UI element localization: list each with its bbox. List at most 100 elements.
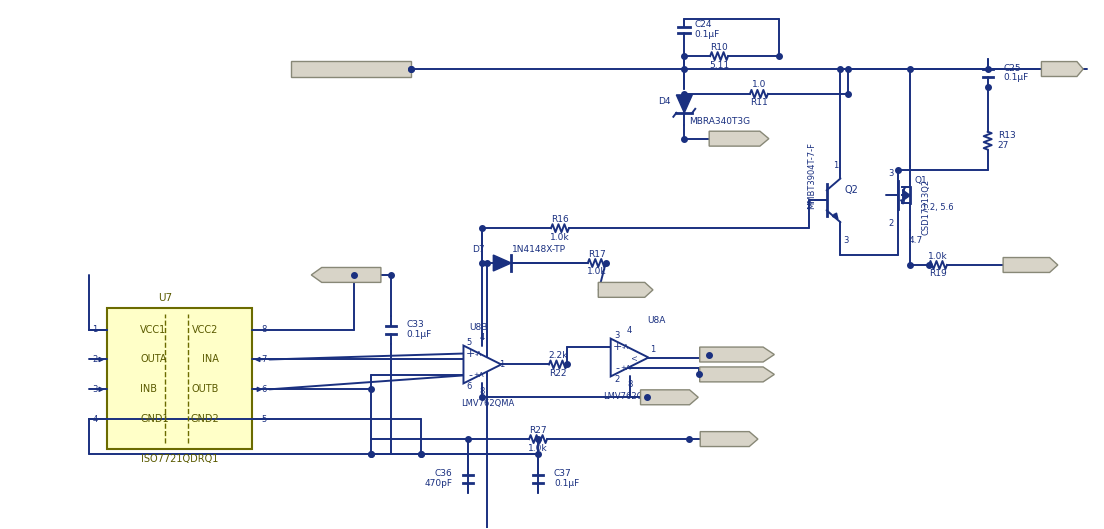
Text: 27: 27 [998, 141, 1009, 150]
Text: D4: D4 [658, 97, 670, 106]
Text: 0.1μF: 0.1μF [406, 330, 432, 339]
Polygon shape [700, 432, 758, 446]
Text: +: + [466, 349, 475, 359]
Text: Vcc5V: Vcc5V [337, 270, 367, 280]
Polygon shape [677, 95, 692, 113]
Text: 3: 3 [92, 385, 97, 394]
Polygon shape [311, 268, 381, 282]
Text: Q2: Q2 [845, 185, 858, 195]
Text: R27: R27 [529, 426, 546, 435]
Text: 1: 1 [650, 345, 656, 354]
Text: 1.0k: 1.0k [928, 252, 947, 261]
Text: +Λ: +Λ [474, 372, 484, 378]
Text: Detection: Detection [708, 350, 755, 360]
Text: 3: 3 [888, 169, 893, 178]
Text: R10: R10 [710, 43, 728, 52]
Text: -4Vb: -4Vb [611, 285, 633, 295]
Text: VCC1: VCC1 [140, 325, 167, 335]
Text: Reference: Reference [707, 369, 756, 379]
Text: R11: R11 [750, 98, 767, 107]
Text: 8: 8 [262, 325, 267, 334]
Text: 1.0: 1.0 [752, 80, 766, 89]
Text: R16: R16 [551, 215, 569, 224]
Text: Vcc5V: Vcc5V [650, 393, 680, 402]
Text: 3: 3 [843, 235, 849, 244]
Text: 8: 8 [627, 380, 633, 389]
Text: ISO7721QDRQ1: ISO7721QDRQ1 [141, 454, 219, 464]
Polygon shape [1004, 258, 1058, 272]
Text: C37: C37 [554, 469, 572, 478]
Text: 470pF: 470pF [425, 479, 453, 488]
Text: VCC2: VCC2 [192, 325, 219, 335]
Text: Reset: Reset [711, 434, 739, 444]
Text: C33: C33 [406, 320, 425, 329]
Text: 2: 2 [806, 201, 811, 210]
Text: R22: R22 [549, 369, 566, 378]
Polygon shape [598, 282, 652, 297]
Text: 2: 2 [92, 355, 97, 364]
Text: 3: 3 [614, 331, 619, 340]
Text: R13: R13 [998, 131, 1016, 140]
Text: -Λ: -Λ [475, 351, 482, 357]
Text: D7: D7 [471, 244, 485, 253]
Text: 1.0k: 1.0k [528, 443, 548, 452]
Text: 0.1μF: 0.1μF [694, 30, 720, 39]
Text: LMV762QMA: LMV762QMA [603, 392, 656, 401]
Text: GND2: GND2 [190, 414, 219, 424]
Text: U8B: U8B [469, 323, 487, 332]
Text: U7: U7 [158, 293, 172, 303]
Text: 4: 4 [627, 326, 633, 335]
Text: Q1: Q1 [914, 176, 927, 185]
Text: 5.11: 5.11 [709, 60, 729, 69]
Text: 6: 6 [262, 385, 267, 394]
Text: 2.2k: 2.2k [549, 351, 567, 360]
Text: C24: C24 [694, 20, 712, 29]
Text: CSD17313Q2: CSD17313Q2 [922, 179, 931, 235]
Text: Λ: Λ [633, 355, 638, 360]
Text: U8A: U8A [647, 316, 666, 325]
Text: 1: 1 [499, 360, 505, 369]
Text: G2: G2 [1052, 64, 1066, 74]
Text: MBRA340T3G: MBRA340T3G [689, 117, 751, 126]
Text: GND1: GND1 [140, 414, 169, 424]
Text: 1.2, 5.6: 1.2, 5.6 [922, 203, 954, 212]
Text: OUTA: OUTA [140, 354, 167, 364]
Text: 7: 7 [262, 355, 267, 364]
Text: 0.1μF: 0.1μF [554, 479, 580, 488]
Text: Vcc5V: Vcc5V [720, 134, 750, 144]
Polygon shape [640, 390, 698, 405]
Text: 4: 4 [92, 415, 97, 424]
Text: R17: R17 [588, 250, 606, 259]
Text: 0.1μF: 0.1μF [1004, 74, 1029, 83]
Polygon shape [903, 190, 910, 200]
Text: -: - [468, 370, 473, 380]
Text: INA: INA [202, 354, 219, 364]
Text: 1: 1 [92, 325, 97, 334]
Text: 1N4148X-TP: 1N4148X-TP [512, 244, 566, 253]
Text: 4: 4 [480, 333, 485, 342]
Text: 5: 5 [262, 415, 267, 424]
Text: 1: 1 [832, 161, 838, 170]
Polygon shape [464, 345, 501, 384]
Bar [291, 61, 411, 77]
Polygon shape [700, 347, 774, 362]
Text: LMV762QMA: LMV762QMA [460, 399, 514, 408]
Polygon shape [493, 255, 511, 271]
Text: 1.0k: 1.0k [587, 268, 606, 277]
Text: 1.0k: 1.0k [550, 233, 570, 242]
Text: +: + [613, 342, 623, 352]
Text: 5: 5 [467, 338, 473, 347]
Polygon shape [611, 339, 648, 377]
Polygon shape [700, 367, 774, 382]
Text: R19: R19 [930, 269, 947, 278]
Text: -: - [616, 363, 619, 373]
Text: -Λ: -Λ [622, 343, 629, 350]
Text: MMBT3904T-7-F: MMBT3904T-7-F [807, 142, 816, 209]
Text: 4.7: 4.7 [909, 235, 923, 244]
Text: 2: 2 [614, 375, 619, 384]
Text: +Λ: +Λ [620, 366, 630, 371]
Text: 2: 2 [888, 218, 893, 227]
Polygon shape [709, 131, 768, 146]
Text: C36: C36 [435, 469, 453, 478]
Polygon shape [1041, 61, 1083, 77]
